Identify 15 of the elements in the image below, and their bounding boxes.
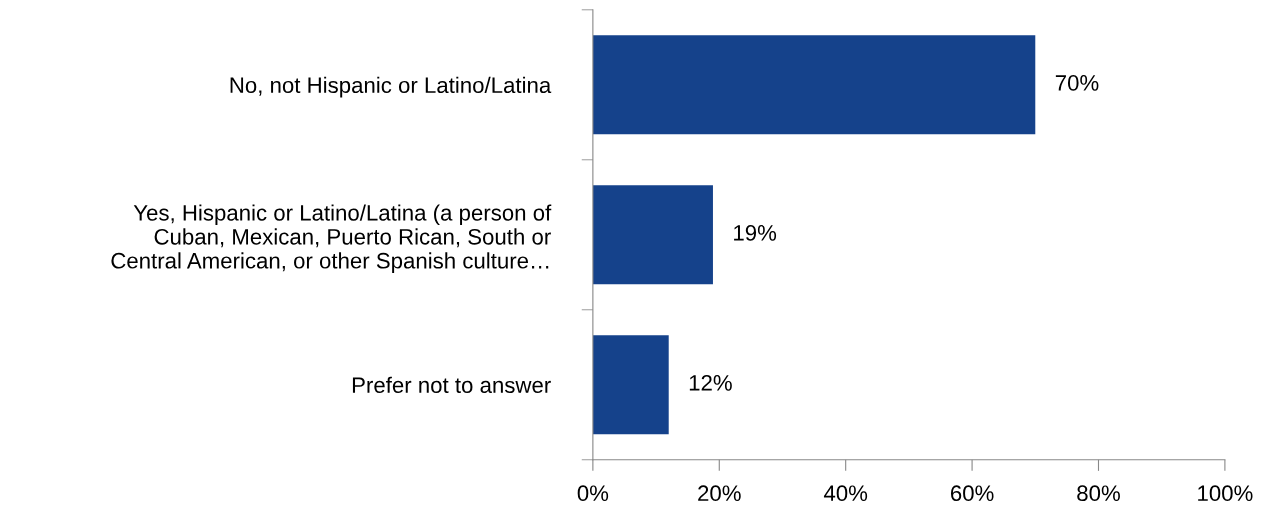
data-label: 70% [1055, 75, 1099, 91]
x-tick-label: 60% [950, 485, 994, 502]
x-tick-label: 0% [577, 485, 609, 502]
x-tick-label: 80% [1077, 485, 1120, 502]
x-tick-label: 100% [1198, 485, 1253, 502]
x-tick-label: 40% [823, 485, 868, 502]
y-tick-label: Yes, Hispanic or Latino/Latina (a person of Cuban, Mexican, Puerto Rican, South or Central American, or other Spanish culture… [111, 204, 552, 273]
bar [592, 335, 669, 435]
y-tick-label: No, not Hispanic or Latino/Latina [230, 76, 552, 98]
data-label: 19% [734, 225, 777, 241]
bar [592, 35, 1036, 135]
data-label: 12% [689, 374, 732, 391]
bar [592, 185, 713, 285]
x-tick-label: 20% [698, 485, 741, 502]
y-tick-label: Prefer not to answer [352, 376, 551, 394]
